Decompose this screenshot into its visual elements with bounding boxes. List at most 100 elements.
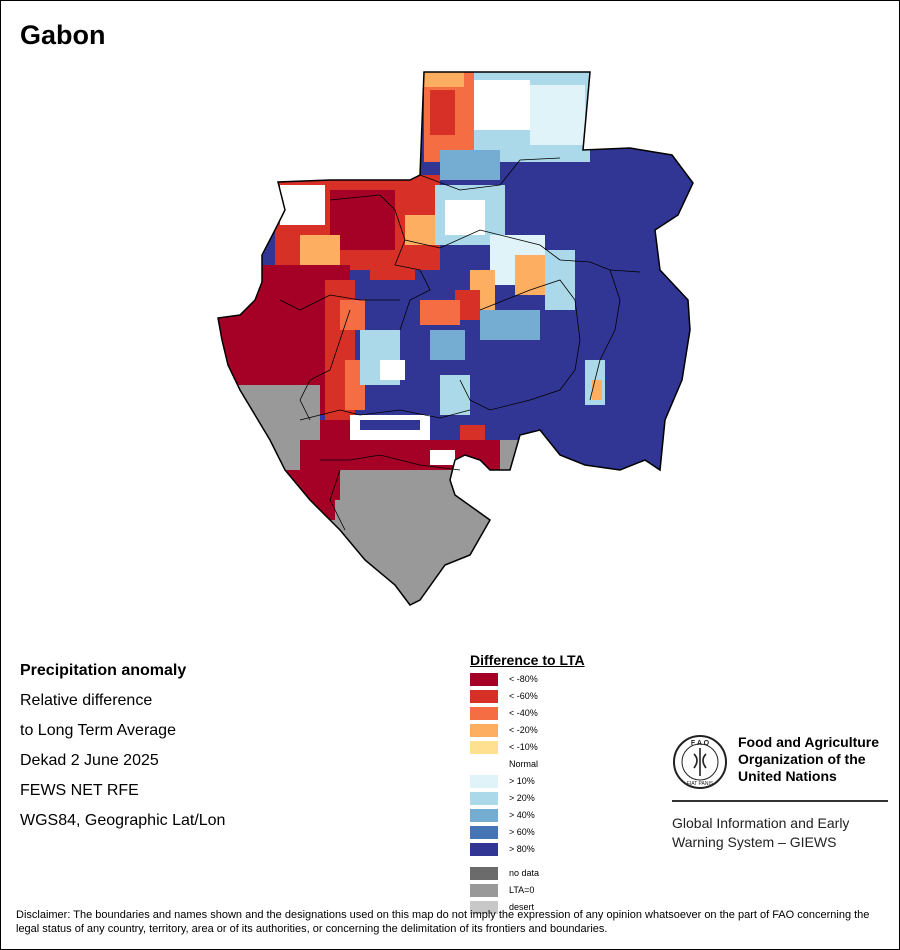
anomaly-area [360, 420, 420, 430]
province-boundary [419, 157, 561, 191]
legend-label: > 80% [509, 844, 535, 854]
fao-logo-text: F A O [691, 740, 710, 747]
info-line: Relative difference [20, 692, 153, 709]
legend-item: > 60% [470, 825, 585, 842]
info-line: to Long Term Average [20, 722, 176, 739]
map-title: Gabon [20, 20, 106, 50]
legend-item: > 40% [470, 808, 585, 825]
legend-item: > 20% [470, 791, 585, 808]
anomaly-area [480, 310, 540, 340]
anomaly-area [440, 375, 470, 415]
province-boundary [394, 239, 431, 331]
legend-swatch-extra [470, 901, 498, 914]
legend-swatch [470, 741, 498, 754]
anomaly-area [445, 200, 485, 235]
giews-line: Global Information and Early [672, 815, 850, 831]
legend-label: no data [509, 868, 540, 878]
legend-label: LTA=0 [509, 885, 535, 895]
legend-swatch [470, 724, 498, 737]
legend-label: Normal [509, 759, 539, 769]
legend-label: > 40% [509, 810, 535, 820]
legend-item: < -10% [470, 740, 585, 757]
legend-label: < -20% [509, 725, 538, 735]
anomaly-raster [218, 72, 693, 605]
fao-divider [672, 800, 888, 802]
legend-swatch [470, 792, 498, 805]
legend-label: > 60% [509, 827, 535, 837]
legend-swatch [470, 775, 498, 788]
anomaly-area [420, 300, 460, 325]
province-boundary [589, 269, 621, 401]
fao-name-line: Food and Agriculture [738, 734, 880, 750]
anomaly-area [592, 380, 602, 400]
legend-label: < -80% [509, 674, 538, 684]
giews-line: Warning System – GIEWS [672, 834, 837, 850]
anomaly-area [430, 450, 455, 465]
anomaly-area [320, 420, 350, 440]
legend-swatch [470, 707, 498, 720]
anomaly-area [460, 425, 485, 440]
legend-swatch [470, 826, 498, 839]
info-line: Dekad 2 June 2025 [20, 752, 159, 769]
province-boundaries [279, 157, 641, 531]
legend-swatch [470, 690, 498, 703]
legend-swatch [470, 673, 498, 686]
legend-item: Normal [470, 757, 585, 774]
legend-label: > 10% [509, 776, 535, 786]
fao-name: Food and Agriculture Organization of the… [738, 734, 879, 785]
province-boundary [299, 409, 471, 421]
province-boundary [329, 469, 346, 531]
legend-gap [470, 859, 585, 866]
legend-extra-items: no data LTA=0 desert [470, 866, 585, 917]
info-heading: Precipitation anomaly [20, 662, 187, 679]
legend-swatch [470, 843, 498, 856]
fao-name-line: United Nations [738, 768, 837, 784]
province-boundary [459, 279, 581, 411]
anomaly-area [430, 90, 455, 135]
legend-swatch [470, 758, 498, 771]
anomaly-area [300, 440, 500, 470]
province-boundary [329, 194, 561, 261]
legend-item: > 80% [470, 842, 585, 859]
legend-label: desert [509, 902, 535, 912]
info-line: FEWS NET RFE [20, 782, 139, 799]
anomaly-area [424, 72, 464, 87]
legend-swatch [470, 809, 498, 822]
anomaly-area [515, 255, 545, 295]
legend: Difference to LTA < -80% < -60% < -40% <… [470, 652, 585, 917]
province-boundary [279, 294, 400, 311]
legend-item: > 10% [470, 774, 585, 791]
anomaly-area [380, 360, 405, 380]
legend-swatch-extra [470, 867, 498, 880]
anomaly-area [280, 185, 325, 225]
legend-items: < -80% < -60% < -40% < -20% < -10% Norma… [470, 672, 585, 859]
fao-logo-inner-ring [681, 743, 719, 781]
fao-logo-motto: FIAT PANIS [687, 781, 714, 787]
province-boundary [559, 259, 641, 273]
legend-item: desert [470, 900, 585, 917]
legend-swatch-extra [470, 884, 498, 897]
fao-name-line: Organization of the [738, 751, 866, 767]
legend-item: < -40% [470, 706, 585, 723]
disclaimer: Disclaimer: The boundaries and names sho… [16, 909, 870, 935]
giews-name: Global Information and Early Warning Sys… [672, 814, 849, 852]
anomaly-area [330, 190, 395, 250]
fao-logo-wheat [693, 748, 707, 776]
legend-item: < -20% [470, 723, 585, 740]
fao-logo-ring [673, 735, 727, 789]
province-boundary [320, 454, 461, 471]
legend-title: Difference to LTA [470, 652, 585, 668]
gabon-map [217, 71, 694, 606]
anomaly-area [440, 150, 500, 180]
map-info: Precipitation anomaly Relative differenc… [20, 656, 225, 836]
legend-label: < -60% [509, 691, 538, 701]
anomaly-area [470, 80, 530, 130]
legend-item: < -80% [470, 672, 585, 689]
legend-label: < -40% [509, 708, 538, 718]
anomaly-area [530, 85, 585, 145]
legend-label: > 20% [509, 793, 535, 803]
legend-item: < -60% [470, 689, 585, 706]
anomaly-area [430, 330, 465, 360]
anomaly-area [340, 300, 365, 330]
anomaly-area [300, 235, 340, 265]
